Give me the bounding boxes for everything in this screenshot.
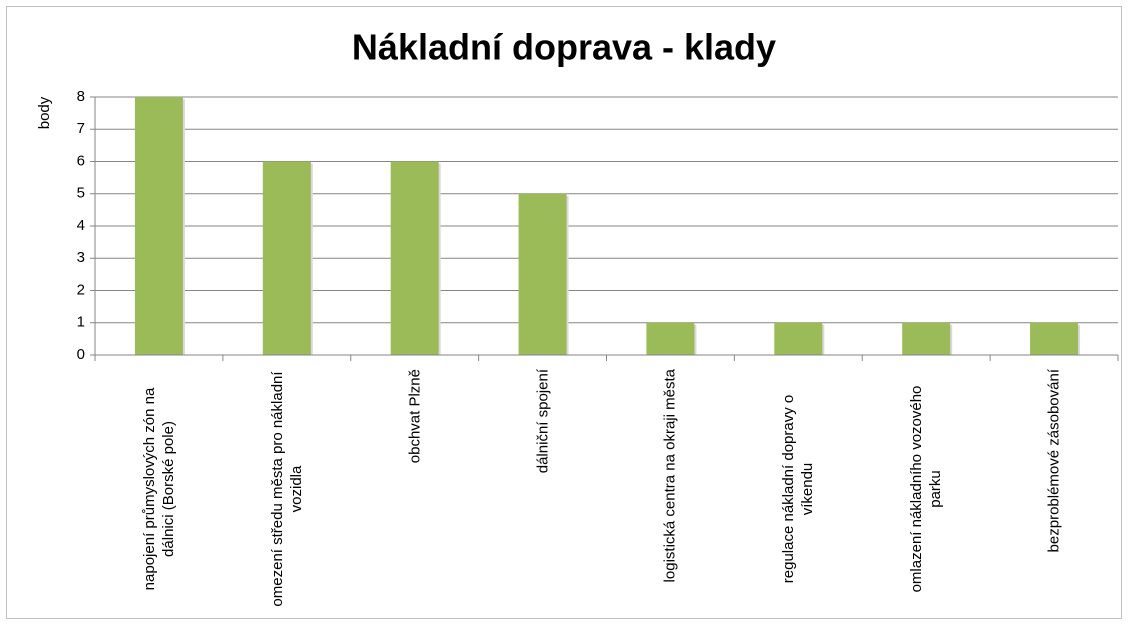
bar [1030, 322, 1079, 355]
x-tick-label-box: logistická centra na okraji města [661, 369, 680, 619]
x-tick-label-box: obchvat Plzně [405, 369, 424, 619]
x-tick-label: napojení průmyslových zón na dálnici (Bo… [140, 387, 177, 591]
bar [646, 322, 695, 355]
bar [518, 193, 567, 355]
bar [774, 322, 823, 355]
x-tick-label: omlazení nákladního vozového parku [908, 385, 945, 593]
x-tick-label: obchvat Plzně [406, 369, 424, 464]
y-tick-label: 4 [77, 217, 85, 234]
x-tick-label: regulace nákladní dopravy o víkendu [780, 394, 817, 584]
bar [902, 322, 951, 355]
x-tick-label-box: napojení průmyslových zón na dálnici (Bo… [140, 369, 178, 619]
y-tick-label: 8 [77, 88, 85, 105]
chart-title: Nákladní doprava - klady [352, 27, 776, 68]
y-axis-label: body [36, 96, 53, 129]
x-tick-label: bezproblémové zásobování [1045, 369, 1063, 553]
y-tick-label: 7 [77, 120, 85, 137]
x-tick-label-box: omezení středu města pro nákladní vozidl… [268, 369, 306, 619]
bar [390, 161, 439, 355]
y-tick-label: 1 [77, 314, 85, 331]
x-tick-label: dálniční spojení [534, 369, 552, 474]
y-tick-label: 3 [77, 249, 85, 266]
y-tick-label: 2 [77, 281, 85, 298]
x-tick-label-box: regulace nákladní dopravy o víkendu [779, 369, 817, 619]
x-tick-label: logistická centra na okraji města [661, 369, 679, 583]
x-tick-label: omezení středu města pro nákladní vozidl… [268, 371, 305, 607]
bar [262, 161, 311, 355]
x-tick-label-box: omlazení nákladního vozového parku [907, 369, 945, 619]
x-tick-label-box: bezproblémové zásobování [1045, 369, 1064, 619]
y-tick-label: 6 [77, 152, 85, 169]
y-tick-label: 0 [77, 346, 85, 363]
x-tick-label-box: dálniční spojení [533, 369, 552, 619]
y-tick-label: 5 [77, 185, 85, 202]
bar [134, 97, 183, 355]
